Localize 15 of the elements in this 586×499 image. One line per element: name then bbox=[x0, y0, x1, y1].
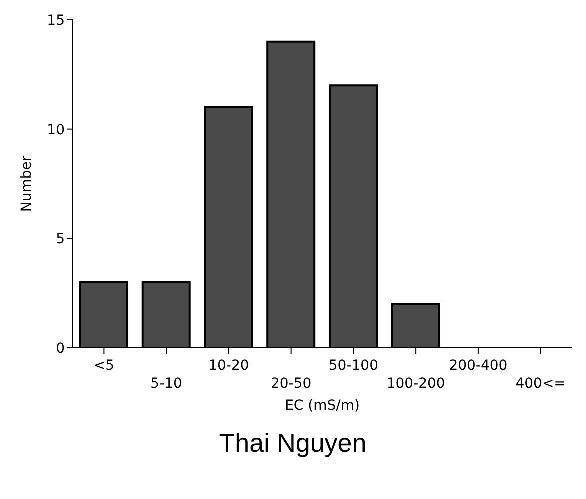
x-tick-label: <5 bbox=[94, 358, 115, 374]
y-tick-label: 15 bbox=[47, 12, 65, 29]
x-tick-label: 50-100 bbox=[328, 358, 378, 374]
x-tick-label: 20-50 bbox=[270, 376, 312, 392]
y-axis-title: Number bbox=[18, 156, 35, 212]
y-tick-label: 10 bbox=[47, 122, 65, 138]
x-tick-label: 5-10 bbox=[150, 376, 182, 392]
text: Thai Nguyen bbox=[218, 428, 368, 459]
x-tick-label: 100-200 bbox=[386, 376, 446, 392]
y-tick-label: 5 bbox=[56, 232, 65, 248]
x-tick-label: 10-20 bbox=[208, 358, 250, 374]
x-axis-title: EC (mS/m) bbox=[285, 398, 360, 414]
x-tick-label: 400<= bbox=[516, 376, 566, 392]
x-tick-label: 200-400 bbox=[449, 358, 508, 374]
y-tick-label: 0 bbox=[56, 340, 65, 357]
